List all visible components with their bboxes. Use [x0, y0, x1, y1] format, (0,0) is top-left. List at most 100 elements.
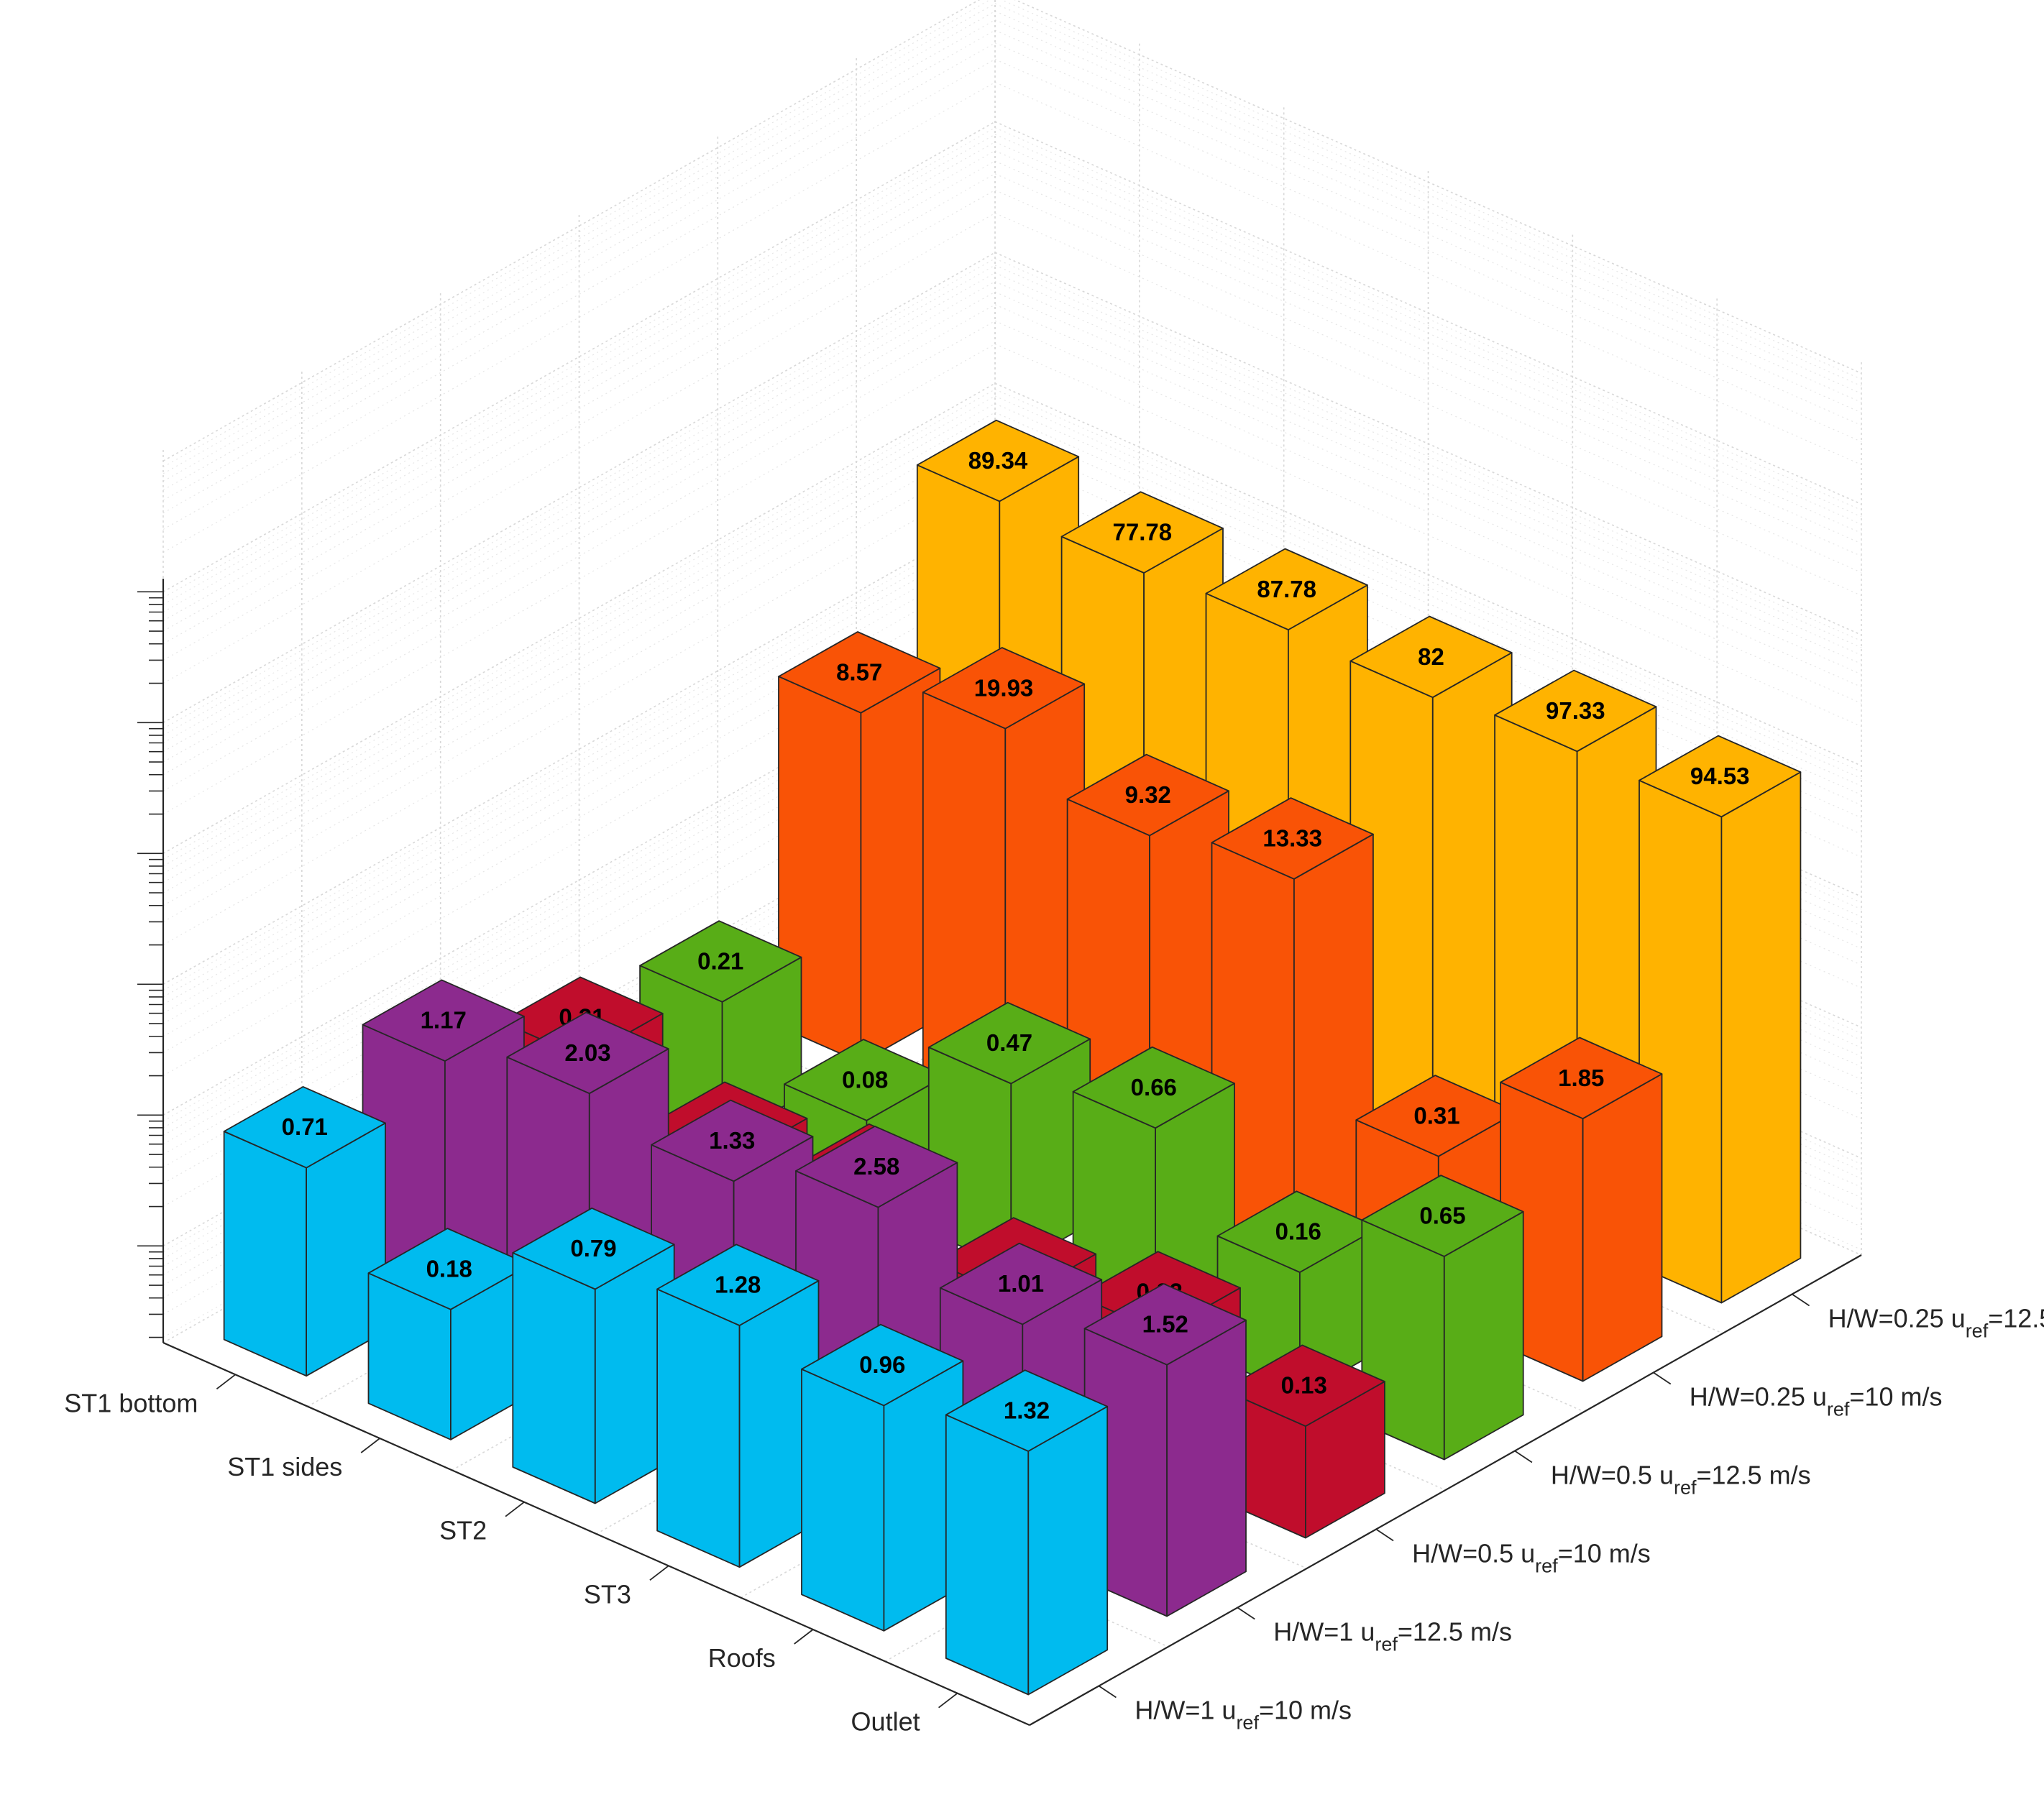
case-tick: [1653, 1371, 1672, 1385]
bar-value-label: 1.85: [1558, 1065, 1604, 1091]
bar-2-5: 0.65: [1361, 1175, 1524, 1461]
bar-4-0: 1.17: [362, 979, 525, 1299]
grid-minor-line: [162, 189, 996, 661]
case-tick-label: H/W=0.5 uref=10 m/s: [1412, 1539, 1651, 1577]
category-tick: [938, 1692, 958, 1709]
bar-1-0: 8.57: [778, 631, 941, 1064]
bar-front-face: [223, 1131, 308, 1377]
bar-value-label: 1.32: [1004, 1397, 1050, 1424]
grid-minor-line: [162, 58, 996, 530]
bar-value-label: 9.32: [1125, 781, 1171, 808]
category-tick: [649, 1565, 669, 1581]
bar-value-label: 0.21: [697, 948, 743, 975]
grid-minor-line: [162, 543, 996, 1014]
bar-value-label: 0.79: [570, 1235, 616, 1261]
bar-top-face: [801, 1323, 964, 1407]
case-axis-line: [1029, 1254, 1862, 1726]
tick-labels: ST1 bottom ST1 sides ST2 ST3 Roofs Outlet H/W=…: [64, 1304, 2044, 1737]
bar-top-face: [651, 1099, 814, 1182]
bar-value-label: 0.18: [426, 1255, 472, 1282]
case-tick-label: H/W=1 uref=10 m/s: [1135, 1696, 1352, 1734]
bar-top-face: [795, 1126, 958, 1208]
grid-minor-line: [162, 304, 996, 776]
bar-top-face: [506, 1011, 669, 1095]
bar-top-face: [945, 1369, 1109, 1452]
bar-value-label: 1.52: [1142, 1310, 1188, 1337]
category-tick-label: ST2: [439, 1516, 487, 1545]
bar-side-face: [1720, 771, 1802, 1304]
bar-top-face: [656, 1244, 820, 1326]
grid-minor-line: [162, 281, 996, 753]
bar-top-face: [927, 1001, 1091, 1085]
bar-top-face: [223, 1086, 386, 1169]
bar-value-label: 0.66: [1131, 1074, 1177, 1100]
bar-value-label: 1.28: [715, 1272, 761, 1298]
grid-minor-line: [994, 320, 1862, 704]
grid-minor-line: [162, 3, 996, 474]
bar-value-label: 94.53: [1690, 763, 1750, 789]
bars: 89.34 77.78 8.57 87.78 19.93 0.21 82 9.32 0.08 0.…: [223, 419, 1802, 1696]
bar-5-2: 0.79: [512, 1207, 675, 1504]
bar-front-face: [945, 1414, 1030, 1696]
bar-top-face: [1083, 1283, 1247, 1366]
grid-minor-line: [994, 58, 1862, 443]
bar-value-label: 0.16: [1275, 1218, 1321, 1245]
grid-minor-line: [162, 19, 996, 491]
bar-1-5: 1.85: [1500, 1037, 1663, 1382]
bar-1-3: 13.33: [1211, 797, 1374, 1255]
bar-value-label: 19.93: [974, 674, 1034, 701]
grid-minor-line: [162, 150, 996, 622]
category-tick-label: ST1 sides: [227, 1452, 342, 1481]
category-tick: [216, 1374, 236, 1390]
bar-value-label: 1.01: [998, 1270, 1044, 1297]
bar-top-face: [922, 647, 1086, 730]
bar-top-face: [1205, 548, 1368, 630]
category-tick-label: Outlet: [851, 1707, 920, 1737]
category-tick-label: Roofs: [708, 1643, 776, 1673]
bar-top-face: [1211, 797, 1374, 880]
bar-4-5: 1.52: [1083, 1283, 1247, 1617]
grid-minor-line: [994, 42, 1862, 426]
bar-front-face: [801, 1368, 885, 1632]
grid-minor-line: [994, 265, 1862, 648]
bar-value-label: 1.33: [709, 1127, 755, 1154]
grid-minor-line: [162, 412, 996, 883]
bar-top-face: [778, 631, 941, 714]
bar-front-face: [512, 1252, 596, 1504]
grid-minor-line: [994, 173, 1862, 557]
category-tick-label: ST3: [584, 1579, 631, 1609]
case-tick-label: H/W=1 uref=12.5 m/s: [1273, 1617, 1512, 1655]
category-tick: [360, 1438, 380, 1453]
bar-front-face: [656, 1288, 741, 1568]
grid-minor-line: [162, 451, 996, 923]
category-tick: [794, 1629, 814, 1645]
bar-top-face: [362, 979, 525, 1062]
grid-minor-line: [994, 134, 1862, 518]
bar-top-face: [916, 419, 1080, 502]
case-tick-label: H/W=0.25 uref=10 m/s: [1690, 1382, 1943, 1420]
bar-5-4: 0.96: [801, 1323, 964, 1632]
bar-value-label: 0.65: [1419, 1203, 1465, 1229]
bar-top-face: [939, 1242, 1103, 1325]
grid-minor-line: [162, 526, 996, 998]
bar-value-label: 0.96: [859, 1351, 905, 1378]
bar-5-0: 0.71: [223, 1086, 386, 1377]
grid-minor-line: [162, 435, 996, 906]
case-tick-label: H/W=0.5 uref=12.5 m/s: [1551, 1461, 1811, 1499]
bar-value-label: 82: [1418, 643, 1444, 670]
bar-5-1: 0.18: [367, 1228, 531, 1440]
bar-3-5: 0.13: [1222, 1344, 1385, 1539]
grid-minor-line: [162, 320, 996, 792]
category-tick-label: ST1 bottom: [64, 1388, 198, 1417]
bar-top-face: [1500, 1037, 1663, 1120]
grid-minor-line: [994, 3, 1862, 387]
bar-value-label: 77.78: [1113, 519, 1173, 546]
case-tick-label: H/W=0.25 uref=12.5 m/s: [1828, 1304, 2044, 1342]
bar-5-3: 1.28: [656, 1244, 820, 1568]
bar-top-face: [1066, 753, 1229, 837]
grid-minor-line: [994, 395, 1862, 779]
case-tick: [1237, 1607, 1255, 1620]
bar-value-label: 0.08: [842, 1067, 888, 1093]
bar-side-face: [1027, 1405, 1109, 1696]
grid-minor-line: [162, 173, 996, 645]
